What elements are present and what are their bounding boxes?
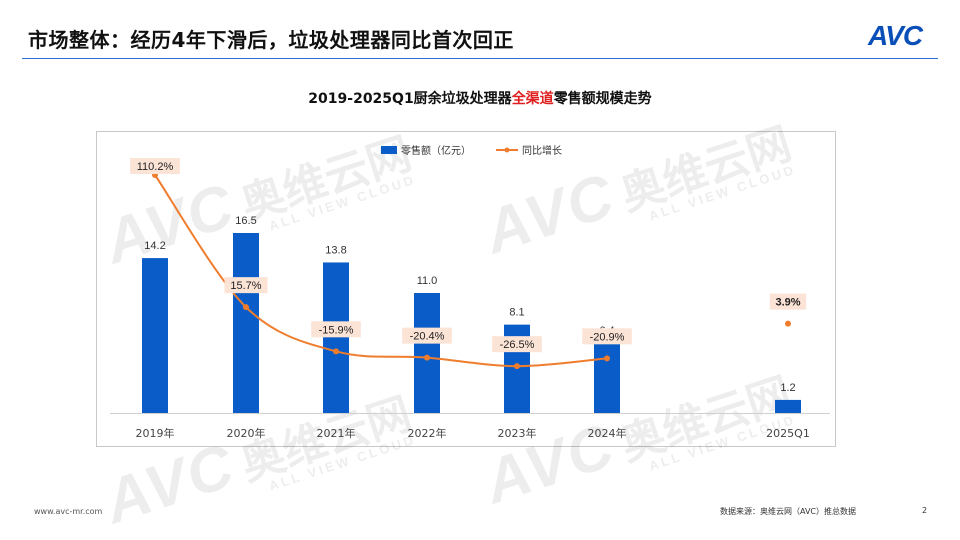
- x-tick-label-3: 2022年: [408, 426, 447, 440]
- growth-label-bg-2: [311, 321, 361, 338]
- growth-point-6: [785, 320, 791, 327]
- growth-point-1: [243, 304, 249, 311]
- growth-label-bg-5: [582, 328, 632, 345]
- x-tick-label-0: 2019年: [136, 426, 175, 440]
- growth-label-3: -20.4%: [410, 331, 445, 343]
- avc-logo: AVC: [868, 20, 923, 52]
- bar-2: [323, 262, 349, 413]
- footer-source: 数据来源：奥维云网（AVC）推总数据: [720, 507, 857, 516]
- growth-label-bg-0: [130, 158, 180, 174]
- bar-label-6: 1.2: [780, 382, 795, 394]
- logo-text: AVC: [868, 20, 923, 51]
- legend-bar-swatch: [381, 146, 397, 154]
- growth-label-5: -20.9%: [590, 331, 625, 343]
- growth-label-bg-4: [492, 336, 542, 353]
- growth-point-3: [424, 354, 430, 361]
- header-divider: [22, 58, 938, 59]
- growth-label-4: -26.5%: [500, 339, 535, 351]
- bar-label-3: 11.0: [417, 275, 438, 287]
- bar-label-1: 16.5: [235, 215, 256, 227]
- growth-point-2: [333, 348, 339, 355]
- x-tick-label-1: 2020年: [227, 426, 266, 440]
- bar-6: [775, 399, 801, 413]
- chart-frame: [96, 131, 836, 447]
- x-tick-label-2: 2021年: [317, 426, 356, 440]
- footer-url: www.avc-mr.com: [34, 507, 103, 516]
- legend-line-marker: [504, 147, 510, 153]
- x-tick-label-4: 2023年: [498, 426, 537, 440]
- x-tick-label-5: 2024年: [588, 426, 627, 440]
- chart-title-suffix: 零售额规模走势: [553, 91, 652, 107]
- growth-label-0: 110.2%: [137, 161, 174, 173]
- bar-label-4: 8.1: [509, 307, 524, 319]
- growth-label-bg-6: [769, 293, 807, 310]
- chart-title: 2019-2025Q1厨余垃圾处理器全渠道零售额规模走势: [0, 88, 960, 108]
- growth-point-4: [514, 363, 520, 370]
- growth-label-1: 15.7%: [230, 280, 261, 292]
- growth-label-bg-1: [224, 277, 268, 294]
- growth-label-2: -15.9%: [319, 324, 354, 336]
- legend-line-label: 同比增长: [522, 144, 562, 157]
- bar-5: [594, 343, 620, 413]
- growth-label-bg-3: [402, 327, 452, 344]
- bar-label-0: 14.2: [144, 240, 165, 252]
- growth-label-6: 3.9%: [775, 297, 800, 309]
- x-tick-label-6: 2025Q1: [766, 427, 810, 440]
- growth-point-5: [604, 355, 610, 362]
- slide-title: 市场整体：经历4年下滑后，垃圾处理器同比首次回正: [28, 28, 514, 52]
- chart-title-highlight: 全渠道: [511, 91, 554, 107]
- legend-bar-label: 零售额（亿元）: [401, 144, 471, 157]
- bar-0: [142, 258, 168, 413]
- bar-label-2: 13.8: [325, 244, 346, 256]
- page-number: 2: [922, 506, 928, 515]
- bar-3: [414, 293, 440, 413]
- bar-1: [233, 233, 259, 413]
- growth-line: [154, 174, 608, 368]
- chart-title-prefix: 2019-2025Q1厨余垃圾处理器: [308, 91, 512, 107]
